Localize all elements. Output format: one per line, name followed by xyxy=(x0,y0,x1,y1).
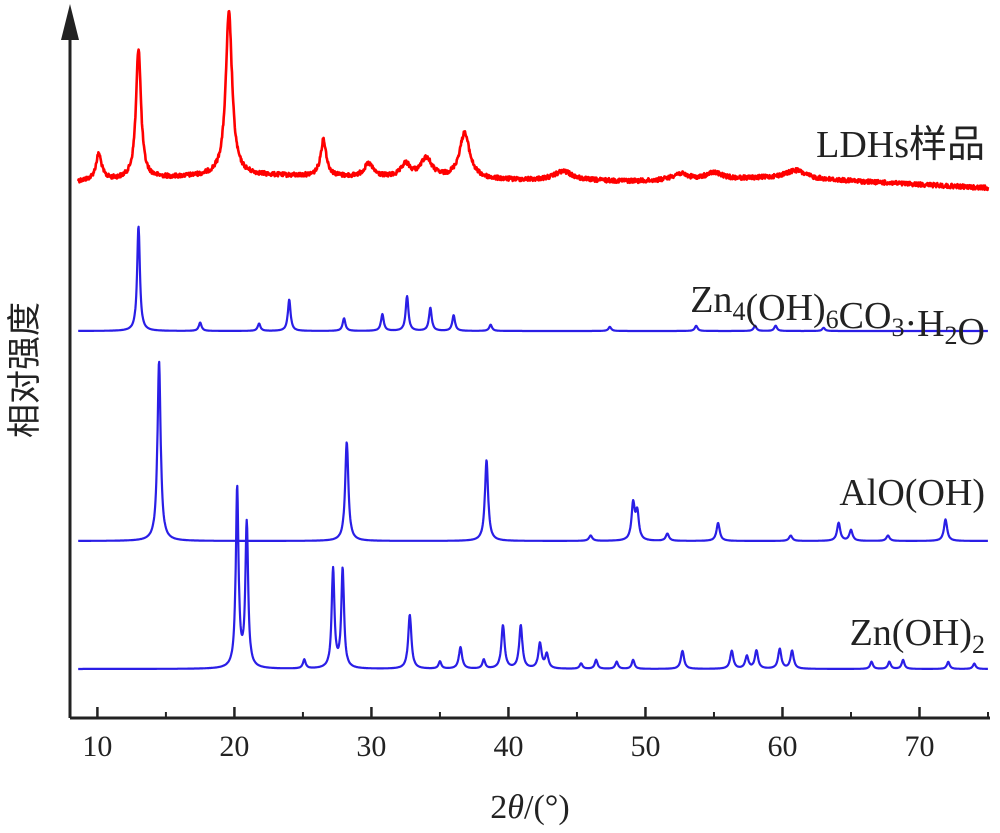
x-tick-label: 70 xyxy=(904,730,934,763)
series-line-2 xyxy=(77,360,989,542)
series-label-0: LDHs样品 xyxy=(816,124,985,166)
y-axis-title: 相对强度 xyxy=(6,302,44,438)
axes: 10 20 30 40 50 60 70 xyxy=(61,4,990,763)
x-tick-label: 30 xyxy=(356,730,386,763)
series-labels: LDHs样品 Zn4(OH)6CO3·H2O AlO(OH) Zn(OH)2 xyxy=(690,124,985,659)
x-tick-label: 20 xyxy=(219,730,249,763)
x-tick-label: 60 xyxy=(767,730,797,763)
series-line-1 xyxy=(77,225,989,333)
plot-area xyxy=(76,9,990,671)
x-tick-label: 50 xyxy=(630,730,660,763)
series-label-1: Zn4(OH)6CO3·H2O xyxy=(690,279,985,353)
y-axis-arrow xyxy=(61,4,79,40)
series-line-3 xyxy=(77,484,989,671)
series-label-3: Zn(OH)2 xyxy=(850,612,985,659)
x-tick-label: 10 xyxy=(82,730,112,763)
series-line-0 xyxy=(76,9,990,192)
x-axis-title: 2θ/(°) xyxy=(490,789,569,826)
series-label-2: AlO(OH) xyxy=(839,472,985,514)
x-tick-label: 40 xyxy=(493,730,523,763)
